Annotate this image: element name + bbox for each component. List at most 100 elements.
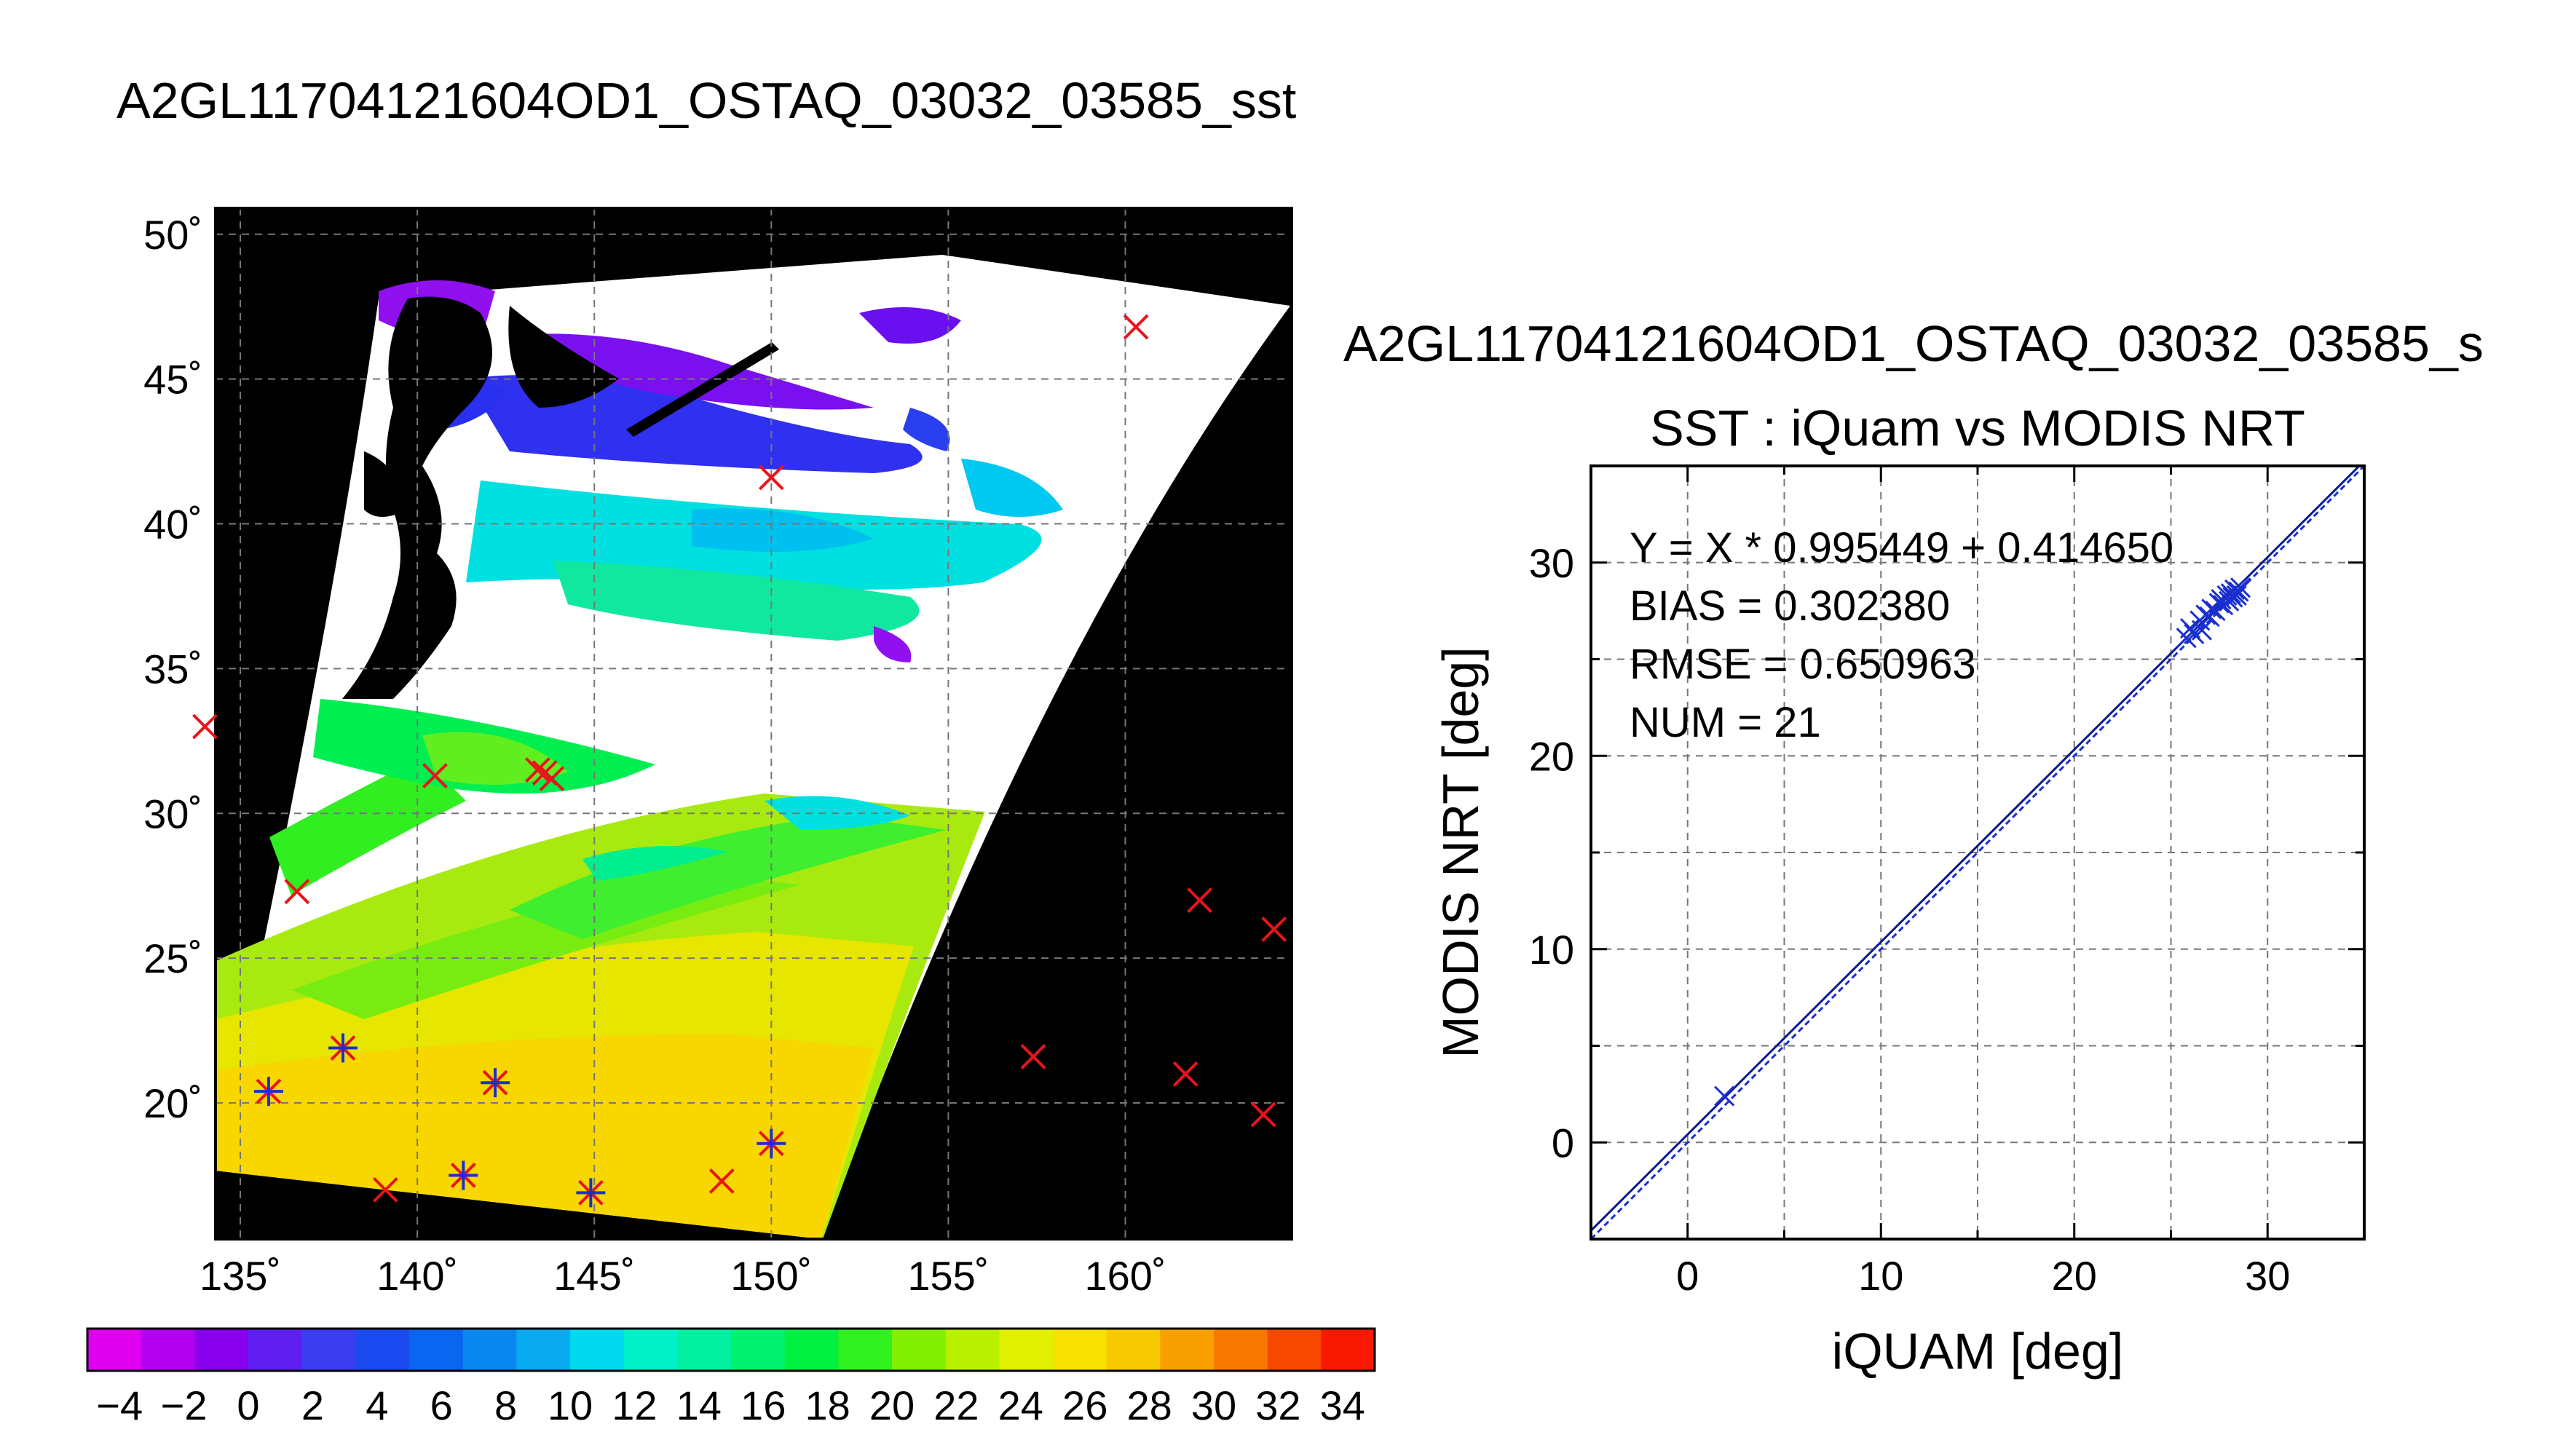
colorbar-segment — [945, 1329, 1000, 1371]
map-markers — [192, 314, 1287, 1208]
y-tick-label: 20 — [1529, 733, 1574, 779]
map-ticks: 135˚ 140˚ 145˚ 150˚ 155˚ 160˚ 20˚ 25˚ 30˚ 35˚ 40˚ 4… — [143, 212, 1166, 1299]
colorbar-tick-label: −2 — [161, 1382, 208, 1428]
colorbar-tick-label: 30 — [1191, 1382, 1236, 1428]
colorbar-segment — [1214, 1329, 1268, 1371]
x-tick-label: 0 — [1676, 1253, 1699, 1299]
colorbar-segment — [838, 1329, 893, 1371]
colorbar-tick-label: 24 — [998, 1382, 1043, 1428]
colorbar-tick-label: 26 — [1062, 1382, 1107, 1428]
sst-map: 135˚ 140˚ 145˚ 150˚ 155˚ 160˚ 20˚ 25˚ 30˚ 35˚ 40˚ 4… — [143, 207, 1293, 1299]
scatter-plot: A2GL11704121604OD1_OSTAQ_03032_03585_s S… — [1343, 315, 2484, 1380]
scatter-point — [2191, 620, 2213, 641]
colorbar-tick-label: −4 — [96, 1382, 143, 1428]
colorbar-tick-label: 6 — [430, 1382, 453, 1428]
colorbar-tick-label: 4 — [366, 1382, 388, 1428]
buoy-marker — [758, 464, 784, 491]
matchup-marker — [253, 1077, 283, 1107]
colorbar: −4 −2 0 2 4 6 8 10 12 14 16 18 20 22 24 26 28 30 32 34 — [86, 1327, 1376, 1428]
map-lon-tick-label: 135˚ — [200, 1253, 281, 1299]
colorbar-tick-label: 14 — [676, 1382, 722, 1428]
colorbar-tick-label: 12 — [612, 1382, 657, 1428]
y-tick-label: 30 — [1529, 540, 1574, 586]
buoy-marker — [708, 1168, 735, 1194]
map-lon-tick-label: 150˚ — [730, 1253, 812, 1299]
y-tick-label: 0 — [1552, 1120, 1574, 1166]
colorbar-segments — [87, 1329, 1375, 1371]
colorbar-tick-label: 16 — [741, 1382, 786, 1428]
scatter-grid — [1591, 466, 2364, 1239]
colorbar-segment — [1321, 1329, 1375, 1371]
buoy-marker — [372, 1176, 398, 1203]
colorbar-segment — [1267, 1329, 1322, 1371]
figure-title: A2GL11704121604OD1_OSTAQ_03032_03585_sst — [117, 72, 1296, 129]
colorbar-segment — [141, 1329, 195, 1371]
colorbar-segment — [999, 1329, 1054, 1371]
x-tick-label: 10 — [1858, 1253, 1903, 1299]
colorbar-segment — [570, 1329, 625, 1371]
colorbar-segment — [1106, 1329, 1161, 1371]
x-axis-label: iQUAM [deg] — [1832, 1323, 2124, 1380]
colorbar-segment — [462, 1329, 517, 1371]
scatter-point — [2224, 579, 2246, 600]
matchup-marker — [481, 1068, 510, 1098]
map-grid — [216, 208, 1292, 1239]
scatter-title: SST : iQuam vs MODIS NRT — [1650, 400, 2305, 456]
map-lon-tick-label: 155˚ — [907, 1253, 989, 1299]
buoy-marker — [422, 763, 448, 789]
x-tick-label: 20 — [2052, 1253, 2097, 1299]
colorbar-tick-label: 20 — [869, 1382, 915, 1428]
annotation-rmse: RMSE = 0.650963 — [1630, 641, 1976, 688]
map-lat-tick-label: 35˚ — [143, 646, 202, 692]
colorbar-frame — [86, 1327, 1376, 1372]
buoy-marker — [1020, 1044, 1046, 1069]
matchup-marker — [449, 1160, 478, 1190]
colorbar-segment — [516, 1329, 571, 1371]
colorbar-segment — [731, 1329, 786, 1371]
map-lat-tick-label: 20˚ — [143, 1080, 202, 1126]
buoy-marker — [284, 879, 310, 905]
buoy-marker — [1187, 887, 1213, 914]
matchup-marker — [576, 1178, 606, 1208]
colorbar-segment — [248, 1329, 303, 1371]
colorbar-tick-label: 22 — [933, 1382, 979, 1428]
colorbar-segment — [784, 1329, 839, 1371]
map-lat-tick-label: 50˚ — [143, 212, 202, 258]
y-tick-label: 10 — [1529, 927, 1574, 973]
buoy-marker — [1261, 916, 1287, 942]
colorbar-tick-label: 18 — [805, 1382, 850, 1428]
map-lon-tick-label: 160˚ — [1084, 1253, 1166, 1299]
buoy-marker — [192, 713, 218, 740]
map-lon-tick-label: 145˚ — [553, 1253, 635, 1299]
colorbar-labels: −4 −2 0 2 4 6 8 10 12 14 16 18 20 22 24 26 28 30 32 34 — [96, 1382, 1365, 1428]
colorbar-segment — [623, 1329, 678, 1371]
buoy-marker — [532, 760, 558, 786]
map-lon-tick-label: 140˚ — [376, 1253, 458, 1299]
colorbar-segment — [87, 1329, 142, 1371]
scatter-points — [1714, 577, 2251, 1107]
scatter-figure-title: A2GL11704121604OD1_OSTAQ_03032_03585_s — [1343, 315, 2484, 372]
colorbar-segment — [409, 1329, 464, 1371]
annotation-regression: Y = X * 0.995449 + 0.414650 — [1630, 524, 2173, 571]
colorbar-tick-label: 8 — [494, 1382, 517, 1428]
colorbar-segment — [1160, 1329, 1215, 1371]
x-tick-label: 30 — [2245, 1253, 2290, 1299]
colorbar-tick-label: 32 — [1255, 1382, 1300, 1428]
buoy-marker — [1172, 1061, 1198, 1087]
colorbar-segment — [892, 1329, 947, 1371]
annotation-bias: BIAS = 0.302380 — [1630, 582, 1950, 630]
scatter-point — [2228, 581, 2249, 602]
colorbar-tick-label: 0 — [237, 1382, 259, 1428]
buoy-marker — [1123, 314, 1149, 340]
colorbar-segment — [301, 1329, 356, 1371]
colorbar-tick-label: 2 — [301, 1382, 324, 1428]
map-lat-tick-label: 30˚ — [143, 791, 202, 836]
map-lat-tick-label: 40˚ — [143, 502, 202, 547]
stats-annotations: Y = X * 0.995449 + 0.414650 BIAS = 0.302… — [1630, 524, 2173, 746]
colorbar-tick-label: 10 — [548, 1382, 593, 1428]
y-axis-label: MODIS NRT [deg] — [1432, 646, 1489, 1058]
colorbar-tick-label: 34 — [1320, 1382, 1365, 1428]
colorbar-segment — [1053, 1329, 1107, 1371]
colorbar-tick-label: 28 — [1126, 1382, 1172, 1428]
